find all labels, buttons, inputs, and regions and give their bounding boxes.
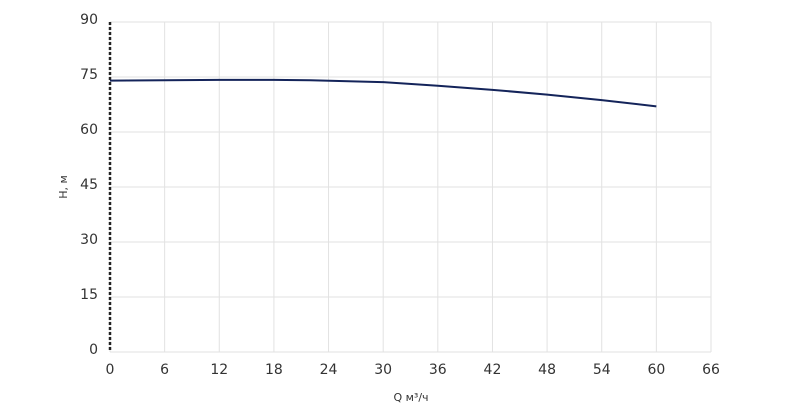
x-tick-label: 66	[702, 362, 720, 378]
x-tick-label: 6	[160, 362, 169, 378]
x-tick-label: 54	[593, 362, 611, 378]
x-tick-label: 24	[320, 362, 338, 378]
x-axis-label: Q м³/ч	[393, 391, 428, 404]
x-tick-label: 18	[265, 362, 283, 378]
x-tick-label: 0	[106, 362, 115, 378]
x-tick-label: 60	[647, 362, 665, 378]
y-axis-label: H, м	[57, 175, 70, 199]
y-tick-label: 90	[80, 12, 98, 28]
y-tick-label: 15	[80, 287, 98, 303]
y-tick-label: 45	[80, 177, 98, 193]
y-tick-label: 75	[80, 67, 98, 83]
y-tick-label: 30	[80, 232, 98, 248]
x-tick-label: 30	[374, 362, 392, 378]
x-tick-label: 42	[484, 362, 502, 378]
y-tick-label: 60	[80, 122, 98, 138]
x-tick-label: 12	[210, 362, 228, 378]
y-tick-label: 0	[89, 342, 98, 358]
x-tick-label: 48	[538, 362, 556, 378]
line-series	[109, 78, 657, 108]
x-tick-label: 36	[429, 362, 447, 378]
